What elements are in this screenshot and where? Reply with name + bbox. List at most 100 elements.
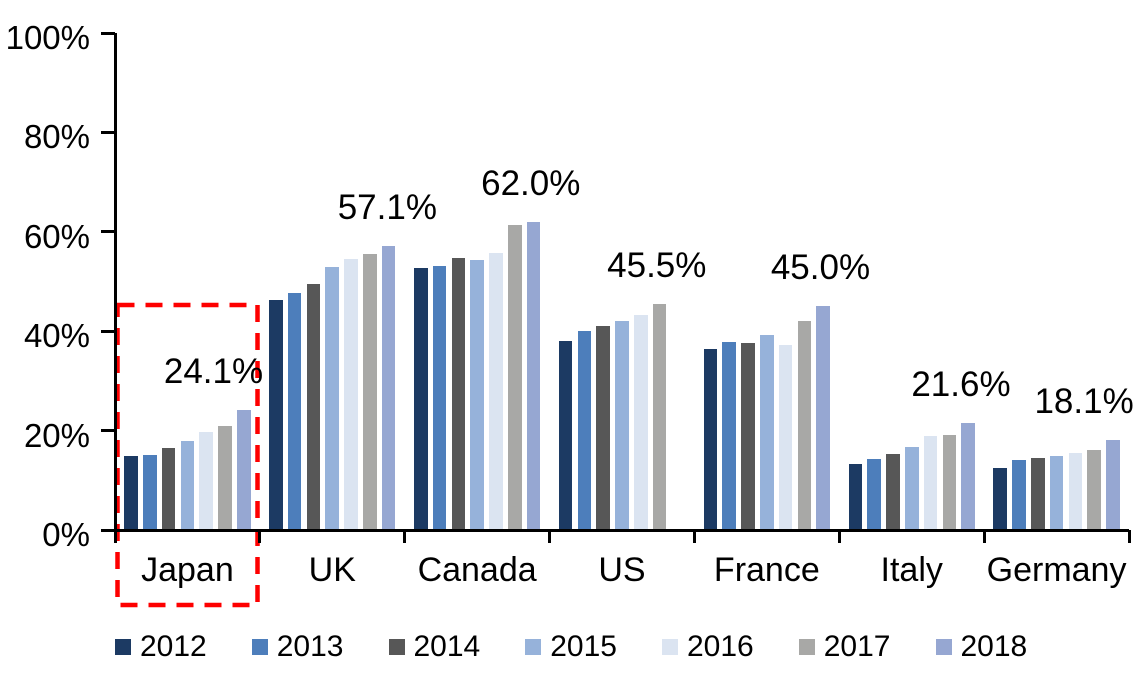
legend-item-2012: 2012 [115,632,207,662]
y-axis-line [113,33,117,530]
legend-label: 2013 [276,630,344,663]
bar-germany-2013 [1012,460,1026,530]
legend-label: 2012 [140,630,207,663]
bar-germany-2018 [1106,440,1120,530]
value-label: 21.6% [911,364,1011,404]
x-axis-tick [692,530,696,543]
legend-swatch-2017 [798,639,815,655]
bar-canada-2012 [413,267,428,530]
value-label: 18.1% [1034,382,1134,422]
bar-italy-2014 [886,453,900,530]
legend-item-2014: 2014 [388,630,481,663]
y-axis-tick [101,130,115,134]
bar-italy-2016 [923,435,938,530]
legend-item-2017: 2017 [798,630,891,663]
y-axis-tick [101,329,115,333]
bar-uk-2015 [325,266,340,530]
legend-label: 2018 [960,630,1028,663]
legend-swatch-2015 [525,639,542,655]
value-label: 45.5% [607,245,707,285]
bar-uk-2016 [344,259,358,530]
legend-item-2013: 2013 [251,630,344,663]
bar-uk-2014 [306,283,321,530]
x-axis-tick [548,530,552,543]
bar-canada-2013 [432,265,447,530]
bar-us-2016 [634,314,648,530]
bar-canada-2014 [451,258,466,530]
value-label: 24.1% [163,352,264,392]
x-axis-tick [982,530,986,543]
x-axis-tick [113,530,117,543]
y-axis-label: 0% [42,516,90,553]
bar-japan-2018 [237,410,251,530]
legend-label: 2015 [550,630,617,663]
bar-canada-2017 [507,224,522,530]
bar-japan-2017 [218,425,232,530]
x-axis-tick [1127,530,1131,543]
y-axis-label: 60% [23,217,90,255]
bar-italy-2012 [848,463,863,530]
value-label: 57.1% [337,188,437,228]
bar-france-2017 [797,320,812,530]
x-axis-tick [258,530,262,543]
legend-swatch-2016 [662,639,678,655]
legend-swatch-2014 [388,639,405,655]
bar-germany-2012 [993,468,1007,530]
bar-germany-2017 [1087,450,1101,530]
bar-italy-2013 [867,459,881,530]
legend-item-2018: 2018 [935,630,1028,663]
bar-japan-2012 [124,455,138,530]
bar-us-2014 [596,326,610,530]
value-label: 45.0% [770,248,871,288]
y-axis-label: 80% [23,118,90,156]
category-label: Japan [141,551,234,589]
bar-us-2015 [615,321,629,530]
legend-swatch-2013 [251,639,268,655]
bar-france-2016 [778,344,793,530]
x-axis-tick [403,530,407,543]
legend-item-2015: 2015 [525,632,617,662]
bar-germany-2016 [1068,452,1083,530]
bar-canada-2015 [470,259,484,530]
y-axis-label: 20% [23,416,90,454]
bar-japan-2016 [199,431,214,530]
legend-label: 2014 [413,630,481,663]
category-label: US [598,551,646,589]
bar-us-2017 [652,303,667,530]
legend-swatch-2018 [935,639,952,655]
category-label: France [713,551,820,589]
value-label: 62.0% [481,163,581,203]
bar-canada-2018 [526,221,541,530]
category-label: Germany [986,551,1127,589]
y-axis-tick [101,230,115,234]
x-axis-tick [837,530,841,543]
y-axis-label: 40% [23,317,90,355]
bar-germany-2015 [1049,456,1064,530]
bar-france-2013 [722,342,737,530]
bar-france-2012 [703,349,718,530]
bar-japan-2015 [180,440,195,530]
bar-uk-2012 [269,300,283,530]
bar-uk-2017 [363,254,377,530]
bar-france-2018 [816,306,831,530]
bar-japan-2014 [161,447,176,530]
legend-swatch-2012 [115,639,131,655]
bar-canada-2016 [489,252,503,530]
bar-uk-2018 [381,246,396,530]
category-label: Canada [417,551,537,589]
bar-france-2015 [760,335,774,530]
legend-label: 2016 [687,630,754,663]
bar-uk-2013 [287,293,302,530]
bar-us-2013 [577,331,592,530]
y-axis-label: 100% [5,19,90,56]
bar-germany-2014 [1030,457,1045,530]
x-axis-line [101,528,1129,532]
bar-france-2014 [741,343,755,530]
y-axis-tick [101,429,115,433]
bar-italy-2017 [942,435,957,530]
y-axis-tick [101,31,115,35]
legend-label: 2017 [823,630,891,663]
category-label: UK [308,551,356,589]
bar-italy-2018 [961,422,975,530]
